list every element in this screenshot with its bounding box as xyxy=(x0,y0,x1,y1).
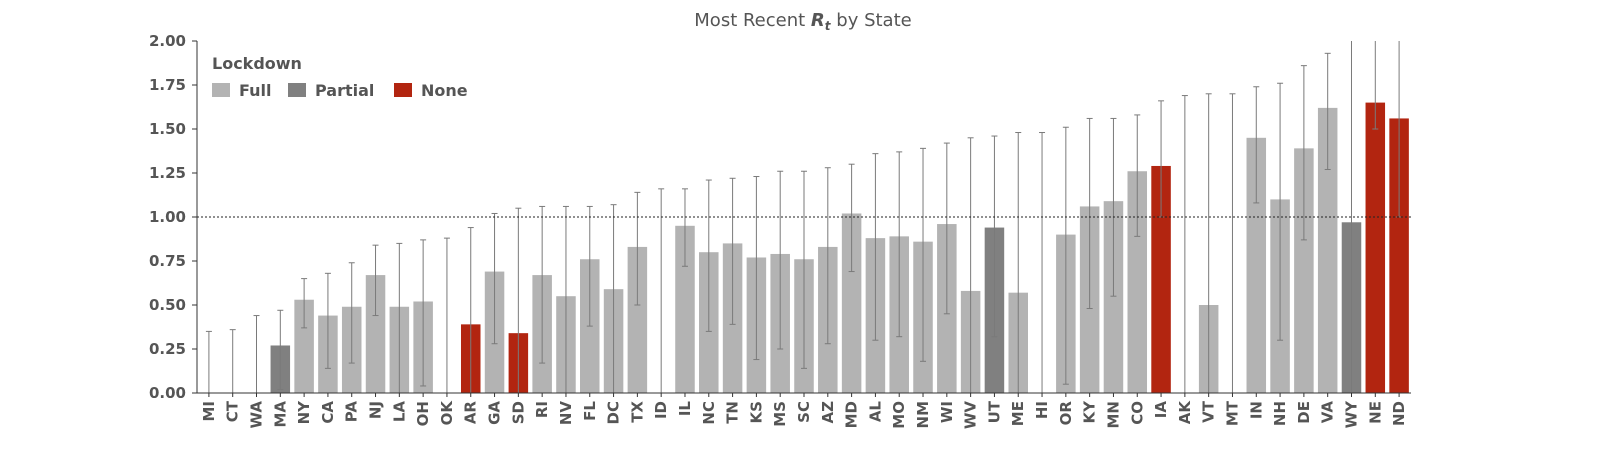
y-tick-label: 1.50 xyxy=(149,120,186,138)
legend-label-partial: Partial xyxy=(315,81,374,100)
x-tick-label-mi: MI xyxy=(200,401,218,422)
y-tick-label: 1.75 xyxy=(149,76,186,94)
x-tick-label-la: LA xyxy=(390,401,408,423)
plot-area: 0.00 0.25 0.50 0.75 1.00 1.25 1.50 1.75 2.00 MI CT… xyxy=(149,32,1411,429)
bar-md xyxy=(841,213,862,393)
legend: Lockdown Full Partial None xyxy=(212,54,468,100)
chart-title: Most Recent Rt by State xyxy=(694,10,911,33)
x-tick-label-nm: NM xyxy=(914,401,932,428)
y-tick-label: 0.50 xyxy=(149,296,186,314)
title-subscript: t xyxy=(825,19,832,33)
x-tick-label-wa: WA xyxy=(248,401,266,429)
x-tick-label-id: ID xyxy=(652,401,670,419)
legend-swatch-none xyxy=(394,83,412,97)
y-tick-label: 0.00 xyxy=(149,384,186,402)
x-tick-label-ok: OK xyxy=(438,400,456,426)
x-tick-label-nj: NJ xyxy=(367,401,385,419)
legend-swatch-partial xyxy=(288,83,306,97)
y-tick-label: 0.75 xyxy=(149,252,186,270)
x-tick-label-de: DE xyxy=(1295,401,1313,424)
x-tick-label-wy: WY xyxy=(1342,400,1360,429)
x-tick-label-dc: DC xyxy=(605,401,623,424)
bar-tx xyxy=(627,246,648,393)
legend-swatch-full xyxy=(212,83,230,97)
x-tick-label-vt: VT xyxy=(1200,400,1218,423)
x-tick-label-mo: MO xyxy=(890,401,908,429)
x-tick-label-ks: KS xyxy=(747,401,765,423)
x-tick-label-va: VA xyxy=(1319,401,1337,424)
x-tick-label-al: AL xyxy=(866,401,884,423)
x-tick-label-il: IL xyxy=(676,401,694,417)
x-tick-label-ri: RI xyxy=(533,401,551,418)
x-tick-label-nh: NH xyxy=(1271,401,1289,426)
x-tick-label-tx: TX xyxy=(628,401,646,423)
x-tick-label-oh: OH xyxy=(414,401,432,426)
x-tick-label-me: ME xyxy=(1009,401,1027,426)
bar-co xyxy=(1127,171,1148,393)
bar-in xyxy=(1246,137,1267,393)
x-tick-label-ky: KY xyxy=(1081,400,1099,424)
x-tick-label-md: MD xyxy=(843,401,861,428)
x-tick-label-nd: ND xyxy=(1390,401,1408,426)
title-after: by State xyxy=(831,10,912,31)
bar-de xyxy=(1294,148,1314,393)
x-tick-label-ms: MS xyxy=(771,401,789,427)
x-tick-label-ut: UT xyxy=(985,400,1003,423)
x-tick-label-nc: NC xyxy=(700,401,718,425)
legend-title: Lockdown xyxy=(212,54,302,73)
legend-label-full: Full xyxy=(239,81,272,100)
x-tick-label-ma: MA xyxy=(271,401,289,428)
legend-label-none: None xyxy=(421,81,468,100)
y-tick-label: 2.00 xyxy=(149,32,186,50)
bar-ia xyxy=(1151,165,1171,393)
x-tick-label-ia: IA xyxy=(1152,401,1170,419)
x-tick-label-ne: NE xyxy=(1366,401,1384,424)
title-before: Most Recent xyxy=(694,10,811,31)
y-tick-label: 0.25 xyxy=(149,340,186,358)
bar-nj xyxy=(365,275,386,393)
x-tick-label-ny: NY xyxy=(295,400,313,425)
x-tick-label-hi: HI xyxy=(1033,401,1051,419)
bar-il xyxy=(675,225,695,393)
y-tick-label: 1.25 xyxy=(149,164,186,182)
x-tick-label-ar: AR xyxy=(462,401,480,425)
x-tick-label-fl: FL xyxy=(581,401,599,421)
x-tick-label-az: AZ xyxy=(819,401,837,424)
x-tick-label-co: CO xyxy=(1128,401,1146,425)
x-tick-label-wv: WV xyxy=(962,401,980,430)
x-tick-label-sd: SD xyxy=(509,401,527,424)
bar-ne xyxy=(1365,102,1386,393)
bar-va xyxy=(1317,107,1338,393)
x-tick-label-ak: AK xyxy=(1176,400,1194,425)
bar-mn xyxy=(1103,201,1124,393)
x-tick-label-or: OR xyxy=(1057,401,1075,426)
x-tick-label-tn: TN xyxy=(724,401,742,424)
y-tick-label: 1.00 xyxy=(149,208,186,226)
x-tick-label-sc: SC xyxy=(795,401,813,423)
x-tick-label-mn: MN xyxy=(1104,401,1122,428)
x-tick-label-ga: GA xyxy=(486,401,504,425)
x-tick-label-ct: CT xyxy=(224,400,242,422)
x-tick-label-wi: WI xyxy=(938,401,956,423)
x-tick-label-mt: MT xyxy=(1223,400,1241,426)
x-tick-label-pa: PA xyxy=(343,401,361,423)
x-tick-label-nv: NV xyxy=(557,401,575,426)
x-tick-label-ca: CA xyxy=(319,401,337,424)
bar-ny xyxy=(294,299,314,393)
bar-nd xyxy=(1389,118,1409,393)
title-symbol: R xyxy=(811,10,825,31)
x-tick-label-in: IN xyxy=(1247,401,1265,419)
